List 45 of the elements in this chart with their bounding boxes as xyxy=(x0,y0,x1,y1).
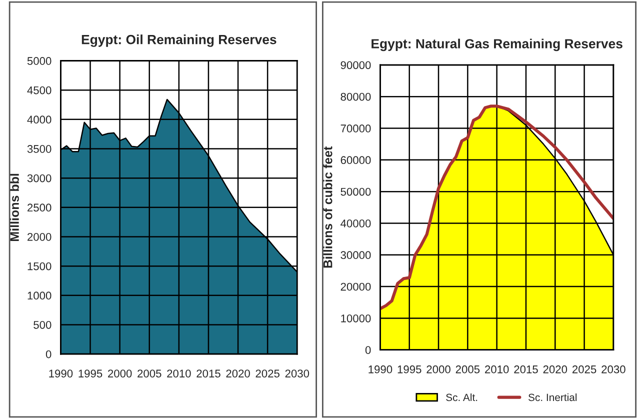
y-tick-label: 3500 xyxy=(27,145,52,153)
y-tick-label: 0 xyxy=(365,346,371,354)
y-tick-label: 500 xyxy=(34,320,52,329)
y-tick-label: 0 xyxy=(46,350,52,358)
legend-label: Sc. Inertial xyxy=(528,393,577,402)
x-tick-label: 2000 xyxy=(108,370,132,378)
y-tick-label: 1000 xyxy=(28,292,52,300)
x-tick-label: 2000 xyxy=(426,365,450,374)
x-tick-label: 2030 xyxy=(602,365,626,374)
x-tick-label: 1990 xyxy=(49,370,73,378)
y-axis-title: Billions of cubic feet xyxy=(323,146,332,268)
y-tick-label: 2000 xyxy=(28,233,52,241)
y-tick-label: 1500 xyxy=(28,262,52,270)
y-tick-label: 40000 xyxy=(340,220,371,228)
x-tick-label: 1990 xyxy=(368,365,392,374)
chart-title: Egypt: Natural Gas Remaining Reserves xyxy=(372,38,622,52)
chart-title: Egypt: Oil Remaining Reserves xyxy=(82,34,276,47)
x-tick-label: 2025 xyxy=(572,365,596,374)
y-tick-label: 50000 xyxy=(340,188,371,196)
y-tick-label: 70000 xyxy=(340,124,371,132)
y-tick-label: 10000 xyxy=(341,314,371,322)
x-tick-label: 2015 xyxy=(196,370,220,378)
y-tick-label: 90000 xyxy=(340,61,371,70)
x-tick-label: 2020 xyxy=(226,370,250,378)
y-tick-label: 4500 xyxy=(27,86,52,94)
y-tick-label: 4000 xyxy=(27,116,52,124)
x-tick-label: 2015 xyxy=(514,365,538,374)
y-tick-label: 3000 xyxy=(27,174,52,182)
x-tick-label: 2010 xyxy=(485,365,509,374)
x-tick-label: 2025 xyxy=(256,370,280,378)
legend-label: Sc. Alt. xyxy=(446,393,478,402)
y-tick-label: 2500 xyxy=(28,204,52,212)
y-tick-label: 30000 xyxy=(340,251,371,260)
x-tick-label: 2030 xyxy=(285,370,310,378)
y-tick-label: 60000 xyxy=(340,156,371,164)
x-tick-label: 2005 xyxy=(138,370,162,378)
y-tick-label: 80000 xyxy=(340,92,371,101)
y-axis-title: Millions bbl xyxy=(10,174,19,241)
x-tick-label: 2020 xyxy=(543,365,568,374)
x-tick-label: 2010 xyxy=(167,370,191,378)
x-tick-label: 1995 xyxy=(78,370,102,378)
y-tick-label: 20000 xyxy=(340,282,371,291)
x-tick-label: 1995 xyxy=(398,365,422,374)
x-tick-label: 2005 xyxy=(456,365,480,374)
y-tick-label: 5000 xyxy=(27,57,52,65)
